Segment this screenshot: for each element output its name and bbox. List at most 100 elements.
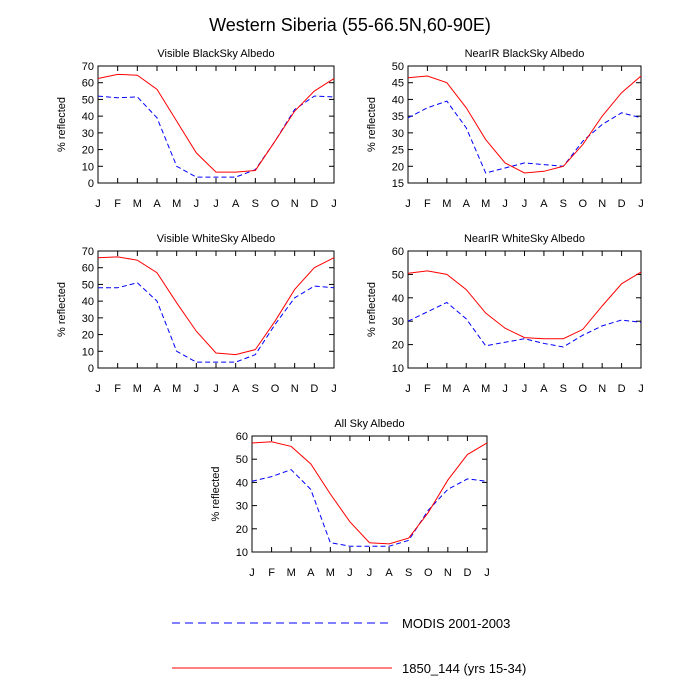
y-axis-label: % reflected <box>366 282 378 337</box>
x-tick-label: O <box>578 198 587 210</box>
plot-frame <box>407 65 642 184</box>
series-line-model <box>97 73 335 173</box>
x-tick-label: J <box>638 198 644 210</box>
x-tick-label: J <box>522 383 528 395</box>
y-tick-label: 35 <box>392 111 404 123</box>
panel-title: Visible WhiteSky Albedo <box>157 233 275 245</box>
x-tick-label: M <box>442 383 451 395</box>
x-tick-label: O <box>271 198 280 210</box>
y-tick-label: 70 <box>82 246 94 258</box>
x-tick-label: O <box>578 383 587 395</box>
series-line-modis <box>97 95 335 178</box>
y-tick-label: 25 <box>392 145 404 157</box>
y-tick-label: 40 <box>392 94 404 106</box>
x-tick-label: J <box>95 198 101 210</box>
y-tick-label: 20 <box>236 524 248 536</box>
y-tick-label: 60 <box>236 431 248 443</box>
x-tick-label: M <box>172 198 181 210</box>
legend-label-model: 1850_144 (yrs 15-34) <box>402 661 526 676</box>
plot-frame <box>407 250 642 369</box>
y-tick-label: 30 <box>236 501 248 513</box>
plot-frame <box>97 65 335 184</box>
x-tick-label: M <box>172 383 181 395</box>
figure-title: Western Siberia (55-66.5N,60-90E) <box>209 15 491 35</box>
x-tick-label: N <box>444 567 452 579</box>
chart-panel: NearIR BlackSky Albedo 15 20 25 30 35 40 45 50 J F… <box>366 48 644 210</box>
y-tick-label: 70 <box>82 61 94 73</box>
y-tick-label: 60 <box>392 246 404 258</box>
x-tick-label: J <box>347 567 353 579</box>
series-line-model <box>407 270 642 340</box>
y-tick-label: 50 <box>82 279 94 291</box>
x-tick-label: A <box>540 383 548 395</box>
y-tick-label: 40 <box>236 477 248 489</box>
y-tick-label: 10 <box>82 161 94 173</box>
x-tick-label: J <box>249 567 255 579</box>
x-tick-label: N <box>598 198 606 210</box>
x-tick-label: J <box>331 383 337 395</box>
y-tick-label: 40 <box>392 293 404 305</box>
x-tick-label: M <box>133 198 142 210</box>
y-tick-label: 30 <box>82 313 94 325</box>
x-tick-label: A <box>232 383 240 395</box>
y-axis-label: % reflected <box>210 466 222 521</box>
x-tick-label: J <box>367 567 373 579</box>
y-tick-label: 50 <box>392 269 404 281</box>
x-tick-label: S <box>252 198 259 210</box>
series-line-modis <box>407 301 642 348</box>
series-line-model <box>407 75 642 174</box>
x-tick-label: S <box>560 198 567 210</box>
y-tick-label: 30 <box>392 316 404 328</box>
x-tick-label: D <box>618 198 626 210</box>
chart-panel: Visible BlackSky Albedo 0 10 20 30 40 50 60 70 J F… <box>56 48 337 210</box>
panel-title: All Sky Albedo <box>334 418 404 430</box>
x-tick-label: J <box>95 383 101 395</box>
x-tick-label: N <box>291 383 299 395</box>
x-tick-label: J <box>484 567 490 579</box>
y-axis-label: % reflected <box>56 282 68 337</box>
y-tick-label: 50 <box>392 61 404 73</box>
plot-frame <box>251 435 488 553</box>
x-tick-label: D <box>618 383 626 395</box>
x-tick-label: J <box>213 198 219 210</box>
y-tick-label: 10 <box>392 363 404 375</box>
x-tick-label: A <box>307 567 315 579</box>
x-tick-label: J <box>194 383 200 395</box>
y-tick-label: 50 <box>236 454 248 466</box>
x-tick-label: S <box>252 383 259 395</box>
x-tick-label: J <box>638 383 644 395</box>
y-tick-label: 45 <box>392 78 404 90</box>
y-tick-label: 50 <box>82 94 94 106</box>
x-tick-label: J <box>405 383 411 395</box>
x-tick-label: A <box>463 198 471 210</box>
x-tick-label: F <box>424 383 431 395</box>
series-line-modis <box>98 282 335 363</box>
y-tick-label: 0 <box>88 178 94 190</box>
y-tick-label: 20 <box>392 340 404 352</box>
series-line-modis <box>251 469 488 547</box>
x-tick-label: J <box>405 198 411 210</box>
legend: MODIS 2001-2003 1850_144 (yrs 15-34) <box>172 616 526 676</box>
y-tick-label: 40 <box>82 111 94 123</box>
x-tick-label: J <box>194 198 200 210</box>
y-axis-label: % reflected <box>56 97 68 152</box>
x-tick-label: A <box>153 383 161 395</box>
y-tick-label: 60 <box>82 263 94 275</box>
x-tick-label: J <box>213 383 219 395</box>
x-tick-label: N <box>291 198 299 210</box>
plot-frame <box>97 250 335 369</box>
x-tick-label: M <box>481 383 490 395</box>
y-tick-label: 20 <box>392 161 404 173</box>
x-tick-label: F <box>268 567 275 579</box>
panel-title: NearIR BlackSky Albedo <box>465 48 585 60</box>
series-line-model <box>97 256 335 356</box>
x-tick-label: F <box>114 383 121 395</box>
y-tick-label: 60 <box>82 78 94 90</box>
x-tick-label: M <box>442 198 451 210</box>
x-tick-label: A <box>463 383 471 395</box>
x-tick-label: S <box>560 383 567 395</box>
x-tick-label: O <box>271 383 280 395</box>
